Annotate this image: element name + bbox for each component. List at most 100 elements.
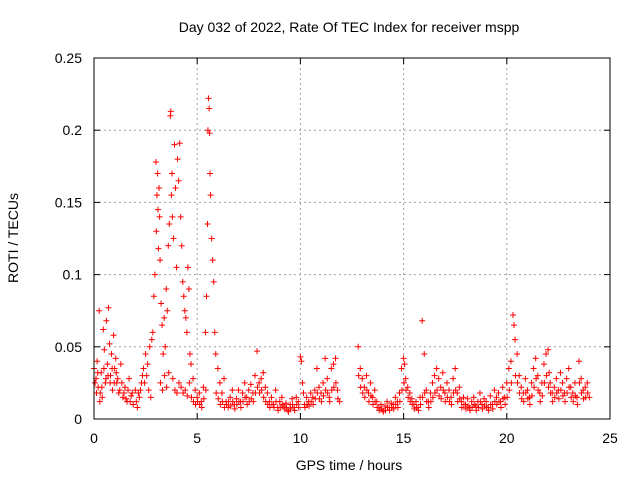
data-point xyxy=(159,387,166,394)
data-point xyxy=(532,355,539,362)
data-point xyxy=(173,390,180,397)
data-point xyxy=(298,358,305,365)
data-point xyxy=(145,387,152,394)
data-point xyxy=(207,192,214,199)
data-point xyxy=(434,387,441,394)
data-point xyxy=(539,392,546,399)
data-point xyxy=(440,387,447,394)
data-point xyxy=(268,394,275,401)
y-tick-label: 0.2 xyxy=(63,122,83,138)
x-tick-label: 20 xyxy=(499,430,515,446)
x-tick-label: 25 xyxy=(602,430,618,446)
data-point xyxy=(176,379,183,386)
data-point xyxy=(491,387,498,394)
data-point xyxy=(147,394,154,401)
data-point xyxy=(185,286,192,293)
data-point xyxy=(547,379,554,386)
data-point xyxy=(215,395,222,402)
data-point xyxy=(401,379,408,386)
data-point xyxy=(326,398,333,405)
data-point xyxy=(398,365,405,372)
data-point xyxy=(116,387,123,394)
data-point xyxy=(549,398,556,405)
grid-lines xyxy=(94,58,610,419)
data-point xyxy=(245,387,252,394)
data-point xyxy=(198,404,205,411)
data-point xyxy=(320,392,327,399)
data-point xyxy=(137,387,144,394)
data-point xyxy=(203,293,210,300)
data-point xyxy=(450,375,457,382)
data-point xyxy=(401,361,408,368)
data-point xyxy=(555,395,562,402)
plot-frame xyxy=(93,57,611,420)
data-point xyxy=(303,394,310,401)
data-point xyxy=(184,264,191,271)
data-point xyxy=(221,375,228,382)
data-point xyxy=(322,355,329,362)
data-point xyxy=(148,336,155,343)
data-point xyxy=(419,317,426,324)
data-point xyxy=(175,177,182,184)
data-point xyxy=(314,390,321,397)
x-axis-label: GPS time / hours xyxy=(296,457,403,473)
data-point xyxy=(578,375,585,382)
data-point xyxy=(460,394,467,401)
data-point xyxy=(553,390,560,397)
data-point xyxy=(132,387,139,394)
data-point xyxy=(409,401,416,408)
data-point xyxy=(100,365,107,372)
data-point xyxy=(543,372,550,379)
y-tick-label: 0 xyxy=(74,411,82,427)
data-point xyxy=(509,312,516,319)
data-point xyxy=(507,358,514,365)
data-point xyxy=(287,405,294,412)
y-tick-label: 0.25 xyxy=(55,50,82,66)
data-point xyxy=(200,395,207,402)
data-point xyxy=(117,361,124,368)
data-point xyxy=(448,401,455,408)
data-point xyxy=(499,384,506,391)
data-point xyxy=(99,394,106,401)
data-point xyxy=(476,390,483,397)
data-point xyxy=(545,346,552,353)
data-point xyxy=(92,379,99,386)
data-point xyxy=(109,387,116,394)
data-point xyxy=(584,390,591,397)
data-point xyxy=(425,404,432,411)
data-point xyxy=(402,375,409,382)
data-point xyxy=(164,307,171,314)
x-tick-label: 15 xyxy=(396,430,412,446)
data-point xyxy=(528,379,535,386)
data-point xyxy=(174,156,181,163)
data-point xyxy=(254,384,261,391)
data-point xyxy=(155,245,162,252)
data-point xyxy=(545,384,552,391)
data-point xyxy=(104,361,111,368)
data-point xyxy=(543,351,550,358)
data-point xyxy=(120,390,127,397)
data-point xyxy=(541,379,548,386)
data-point xyxy=(168,192,175,199)
data-point xyxy=(530,365,537,372)
data-point xyxy=(183,329,190,336)
data-point xyxy=(146,343,153,350)
data-point xyxy=(546,369,553,376)
data-point xyxy=(439,369,446,376)
data-point xyxy=(405,394,412,401)
data-point xyxy=(126,375,133,382)
data-point xyxy=(154,206,161,213)
data-point xyxy=(202,387,209,394)
data-point xyxy=(359,390,366,397)
data-point xyxy=(169,375,176,382)
data-point xyxy=(291,407,298,414)
data-point xyxy=(508,379,515,386)
data-point xyxy=(250,398,257,405)
data-point xyxy=(278,394,285,401)
data-point xyxy=(165,242,172,249)
data-point xyxy=(514,351,521,358)
data-point xyxy=(400,355,407,362)
data-point xyxy=(272,387,279,394)
data-point xyxy=(361,394,368,401)
data-point xyxy=(213,390,220,397)
